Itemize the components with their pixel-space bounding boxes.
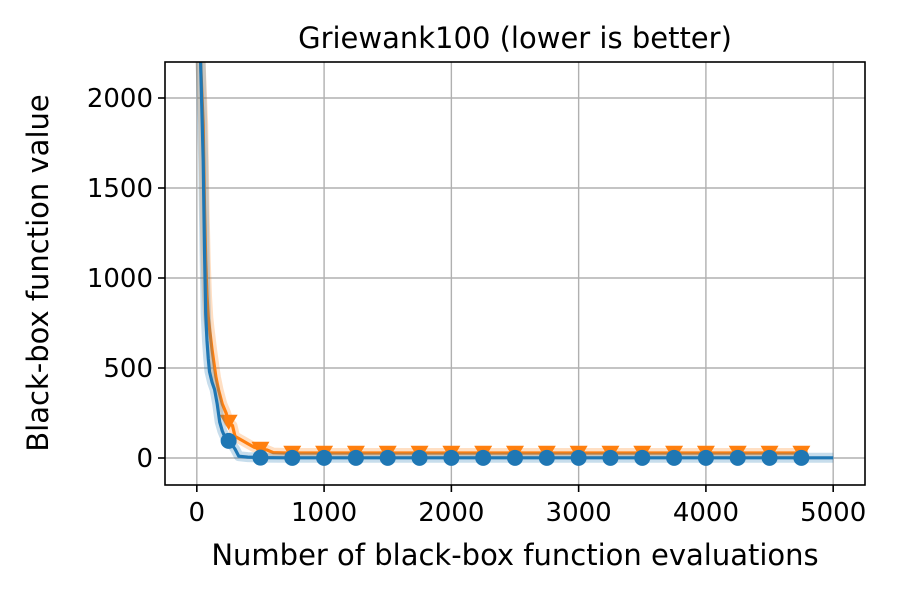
series-band bbox=[195, 61, 808, 458]
y-axis-label: Black-box function value bbox=[21, 94, 55, 451]
data-point bbox=[220, 432, 237, 449]
x-tick-label: 5000 bbox=[800, 498, 866, 528]
x-tick-label: 3000 bbox=[546, 498, 612, 528]
data-point bbox=[570, 449, 587, 466]
data-point bbox=[634, 449, 651, 466]
series-line bbox=[199, 61, 834, 460]
x-axis-label: Number of black-box function evaluations bbox=[211, 538, 818, 572]
data-point bbox=[316, 449, 333, 466]
data-point bbox=[379, 449, 396, 466]
y-tick-label: 1000 bbox=[87, 264, 153, 294]
y-tick-label: 1500 bbox=[87, 174, 153, 204]
data-point bbox=[729, 449, 746, 466]
x-tick-label: 4000 bbox=[673, 498, 739, 528]
x-tick-label: 1000 bbox=[291, 498, 357, 528]
series-band bbox=[195, 61, 834, 463]
grid bbox=[165, 62, 865, 485]
chart-title: Griewank100 (lower is better) bbox=[298, 21, 732, 55]
x-tick-label: 2000 bbox=[418, 498, 484, 528]
data-point bbox=[284, 449, 301, 466]
series-0 bbox=[195, 61, 811, 462]
data-point bbox=[666, 449, 683, 466]
ticks: 0 1000 2000 3000 4000 5000 0 500 1000 1500 2000 bbox=[87, 84, 866, 528]
data-point bbox=[252, 449, 269, 466]
data-point bbox=[538, 449, 555, 466]
series-line bbox=[199, 61, 808, 455]
data-point bbox=[602, 449, 619, 466]
data-point bbox=[443, 449, 460, 466]
y-tick-label: 500 bbox=[103, 354, 153, 384]
y-tick-label: 0 bbox=[136, 444, 153, 474]
data-point bbox=[475, 449, 492, 466]
series-group bbox=[195, 61, 834, 466]
data-point bbox=[761, 449, 778, 466]
data-point bbox=[347, 449, 364, 466]
series-1 bbox=[195, 61, 834, 466]
data-point bbox=[219, 414, 238, 431]
y-tick-label: 2000 bbox=[87, 84, 153, 114]
x-tick-label: 0 bbox=[189, 498, 206, 528]
data-point bbox=[251, 441, 270, 458]
plot-frame bbox=[164, 61, 866, 486]
data-point bbox=[507, 449, 523, 466]
data-point bbox=[411, 449, 428, 466]
data-point bbox=[697, 449, 714, 466]
data-point bbox=[793, 449, 810, 466]
